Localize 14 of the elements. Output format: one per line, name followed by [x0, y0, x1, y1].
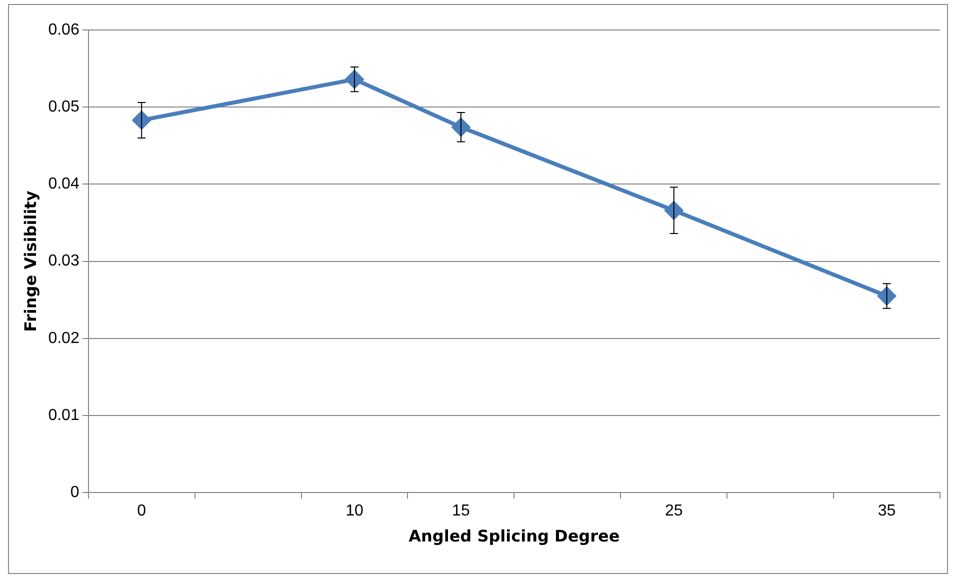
x-tick-label: 25 — [664, 502, 683, 520]
y-tick-label: 0 — [70, 484, 80, 502]
x-tick-label: 15 — [452, 502, 470, 520]
y-tick-label: 0.04 — [48, 176, 80, 193]
y-tick-label: 0.05 — [48, 98, 80, 116]
x-axis-title: Angled Splicing Degree — [408, 526, 620, 546]
x-tick-label: 0 — [137, 502, 146, 520]
x-tick-label: 35 — [878, 502, 896, 520]
y-axis-title: Fringe Visibility — [20, 190, 40, 332]
x-tick-label: 10 — [346, 502, 364, 520]
y-tick-label: 0.03 — [48, 252, 80, 270]
y-tick-label: 0.01 — [48, 406, 80, 424]
y-tick-label: 0.06 — [48, 21, 80, 38]
y-tick-label: 0.02 — [48, 330, 80, 347]
